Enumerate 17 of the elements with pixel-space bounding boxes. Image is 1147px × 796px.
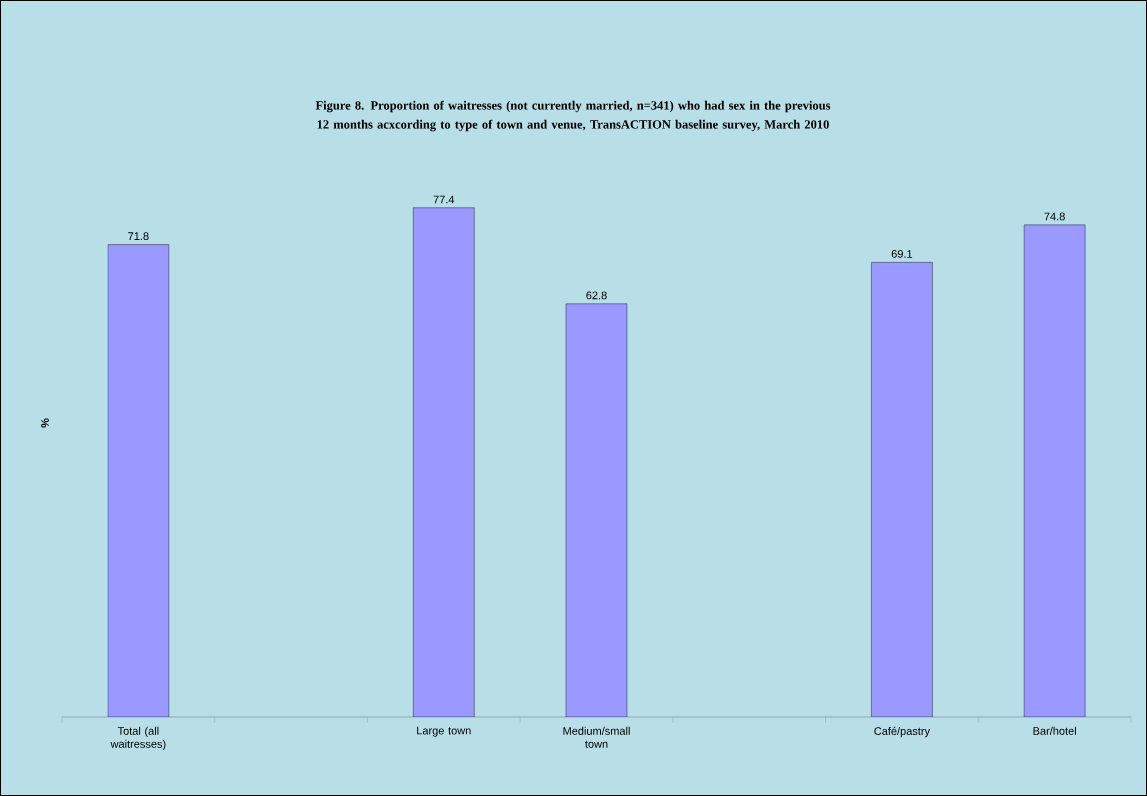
bar [871, 262, 933, 717]
data-label: 69.1 [891, 250, 913, 258]
data-label: 71.8 [128, 232, 149, 241]
x-tick-label: Large town [417, 726, 471, 737]
data-label: 62.8 [586, 291, 607, 300]
x-tick-label: Café/pastry [874, 726, 931, 738]
x-tick-label: Total (all waitresses) [110, 726, 166, 751]
bar [107, 244, 170, 717]
bar [413, 207, 475, 717]
x-tick-label: Medium/small town [563, 726, 630, 748]
data-label: 74.8 [1044, 212, 1065, 221]
chart-title: Figure 8. Proportion of waitresses (not currently married, n=341) who had sex in the previous 12 months acxcording to type of town and venue, TransACTION baseline survey, March 2010 [315, 100, 831, 132]
y-axis-title: % [41, 418, 49, 428]
bar [1023, 224, 1086, 717]
bar [565, 303, 628, 717]
data-label: 77.4 [433, 195, 455, 204]
x-tick-label: Bar/hotel [1033, 726, 1076, 735]
